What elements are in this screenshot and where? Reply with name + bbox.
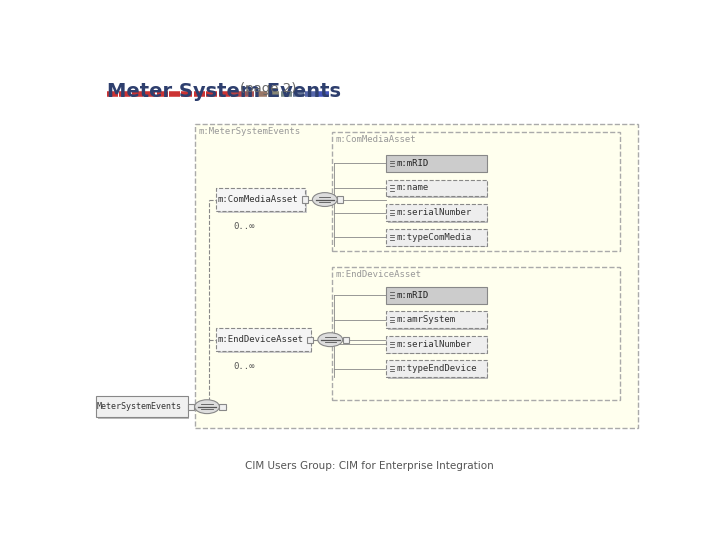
Bar xyxy=(307,336,313,343)
Bar xyxy=(188,403,194,410)
Text: m:name: m:name xyxy=(396,184,428,192)
Text: 0..∞: 0..∞ xyxy=(233,362,255,371)
Bar xyxy=(98,397,189,419)
Text: m:EndDeviceAsset: m:EndDeviceAsset xyxy=(336,271,422,279)
Bar xyxy=(387,313,488,330)
Text: m:MeterSystemEvents: m:MeterSystemEvents xyxy=(199,127,301,136)
Bar xyxy=(332,132,620,251)
Bar xyxy=(386,229,487,246)
Text: m:mRID: m:mRID xyxy=(396,159,428,168)
Bar xyxy=(387,206,488,222)
Text: MeterSystemEvents: MeterSystemEvents xyxy=(96,402,181,411)
Bar xyxy=(343,336,349,343)
Bar xyxy=(387,288,488,305)
Text: m:ComMediaAsset: m:ComMediaAsset xyxy=(217,195,298,204)
Bar xyxy=(218,330,312,353)
Bar xyxy=(387,231,488,247)
Text: m:mRID: m:mRID xyxy=(396,291,428,300)
Bar xyxy=(386,311,487,328)
Bar xyxy=(216,328,311,351)
Bar xyxy=(387,362,488,379)
Bar xyxy=(386,336,487,353)
Bar xyxy=(387,157,488,173)
Text: m:typeEndDevice: m:typeEndDevice xyxy=(396,364,477,374)
Bar xyxy=(386,155,487,172)
Ellipse shape xyxy=(318,333,343,347)
Bar xyxy=(96,396,188,417)
Text: (page 2): (page 2) xyxy=(240,82,296,94)
Bar xyxy=(386,179,487,197)
Text: m:serialNumber: m:serialNumber xyxy=(396,208,472,217)
Ellipse shape xyxy=(194,400,220,414)
Bar xyxy=(337,197,343,202)
Bar xyxy=(386,287,487,303)
Text: m:typeComMedia: m:typeComMedia xyxy=(396,233,472,242)
Bar xyxy=(216,188,305,211)
Bar xyxy=(332,267,620,400)
Bar xyxy=(220,403,225,410)
Text: m:serialNumber: m:serialNumber xyxy=(396,340,472,349)
Ellipse shape xyxy=(312,193,337,206)
Text: 0..∞: 0..∞ xyxy=(233,222,255,231)
Bar xyxy=(386,361,487,377)
Bar xyxy=(218,190,307,213)
Text: Meter System Events: Meter System Events xyxy=(107,82,341,101)
Text: m:ComMediaAsset: m:ComMediaAsset xyxy=(336,135,416,144)
Text: m:EndDeviceAsset: m:EndDeviceAsset xyxy=(217,335,304,344)
Bar xyxy=(387,338,488,354)
Text: m:amrSystem: m:amrSystem xyxy=(396,315,455,324)
Bar xyxy=(302,197,307,202)
Text: CIM Users Group: CIM for Enterprise Integration: CIM Users Group: CIM for Enterprise Inte… xyxy=(245,461,493,471)
Bar xyxy=(386,204,487,221)
Bar xyxy=(194,124,638,428)
Bar xyxy=(387,181,488,198)
